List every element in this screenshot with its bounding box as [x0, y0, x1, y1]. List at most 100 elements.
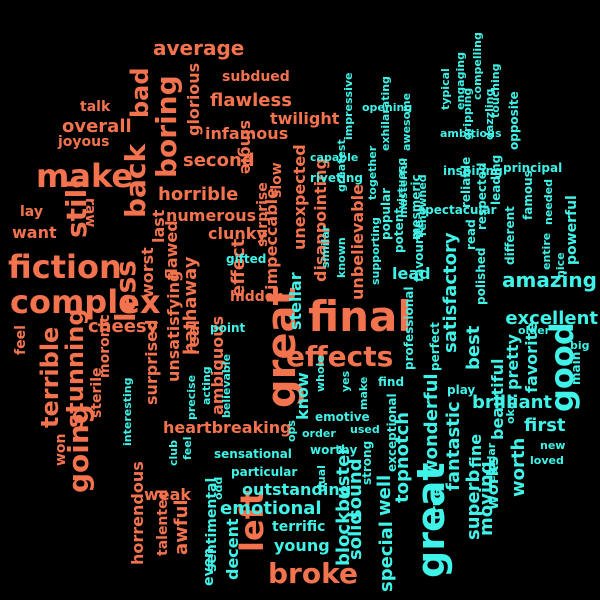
word-raw: raw [82, 198, 98, 228]
word-horrible: horrible [158, 184, 239, 205]
word-entire: entire [540, 232, 553, 270]
word-particular: particular [231, 465, 298, 479]
word-gifted: gifted [226, 252, 267, 266]
word-weak: weak [144, 485, 192, 504]
word-lead: lead [392, 264, 431, 283]
word-last: last [149, 209, 168, 243]
word-heartbreaking: heartbreaking [163, 418, 292, 437]
word-flawless: flawless [210, 90, 292, 111]
word-fiction: fiction [8, 248, 122, 286]
word-regular: regular [485, 442, 498, 488]
word-believable: believable [220, 353, 233, 418]
word-surprise: surprise [255, 182, 271, 247]
word-pretty: pretty [503, 334, 522, 390]
word-back: back [119, 143, 152, 218]
word-used: used [350, 423, 380, 436]
word-know: know [293, 372, 312, 420]
word-club: club [167, 440, 180, 466]
word-big: big [570, 339, 590, 352]
word-yes: yes [339, 370, 352, 392]
word-broke: broke [268, 557, 358, 590]
word-order: order [302, 427, 336, 440]
word-numerous: numerous [166, 206, 257, 225]
word-needed: needed [542, 179, 555, 225]
word-inspiring: inspiring [443, 164, 503, 178]
word-new: new [540, 439, 566, 452]
word-young: young [274, 536, 330, 555]
word-ambitious: ambitious [440, 127, 502, 140]
word-complex: complex [10, 283, 161, 321]
word-find: find [378, 375, 405, 389]
word-single: single [237, 120, 256, 175]
word-together: together [366, 145, 379, 200]
word-sterile: sterile [89, 367, 105, 418]
word-excellent: excellent [505, 308, 598, 329]
word-precise: precise [185, 374, 198, 420]
word-best: best [463, 325, 484, 370]
word-touching: touching [489, 63, 502, 118]
word-exhilarating: exhilarating [379, 76, 392, 151]
word-outstanding: outstanding [242, 480, 352, 499]
word-reliable: reliable [459, 156, 473, 208]
word-want: want [12, 223, 57, 242]
word-first: first [524, 415, 566, 436]
word-spectacular: spectacular [418, 203, 497, 217]
word-wonderful: wonderful [421, 373, 442, 476]
word-fantastic: fantastic [443, 401, 464, 491]
word-make: make [357, 376, 370, 410]
word-terrific: terrific [272, 519, 326, 535]
word-decent: decent [223, 518, 242, 580]
word-professional: professional [402, 286, 416, 370]
word-terrible: terrible [36, 326, 64, 428]
word-polished: polished [474, 247, 488, 305]
word-real: real [184, 319, 203, 355]
word-perfect: perfect [428, 322, 442, 371]
word-okay: okay [504, 394, 517, 424]
word-leading: leading [489, 154, 503, 205]
word-point: point [210, 321, 246, 335]
word-emotional: emotional [220, 498, 322, 519]
word-true: true [429, 486, 445, 520]
word-feel: feel [181, 436, 194, 460]
word-less: less [109, 260, 142, 322]
word-second: second [183, 150, 255, 171]
word-glorious: glorious [184, 62, 203, 136]
word-engaging: engaging [454, 52, 467, 110]
word-principal: principal [503, 161, 563, 175]
word-superb: superb [463, 469, 484, 540]
word-boring: boring [150, 75, 183, 178]
word-typical: typical [439, 68, 452, 110]
word-special: special [376, 521, 397, 592]
word-horrendous: horrendous [128, 461, 147, 565]
word-impressive: impressive [342, 72, 355, 141]
word-emotive: emotive [315, 410, 370, 424]
word-main: main [569, 351, 583, 385]
word-brilliant: brilliant [472, 392, 553, 413]
word-lay: lay [20, 204, 43, 220]
word-powerful: powerful [564, 195, 580, 265]
word-famous: famous [521, 170, 535, 220]
word-overall: overall [62, 116, 132, 137]
word-older: older [518, 324, 551, 337]
word-play: play [447, 383, 476, 397]
word-feel: feel [13, 325, 29, 355]
word-exceptional: exceptional [385, 393, 399, 472]
word-infamous: infamous [205, 124, 289, 143]
word-loved: loved [530, 454, 564, 467]
word-cheesy: cheesy [88, 316, 159, 337]
word-average: average [153, 36, 245, 60]
word-strong: strong [360, 440, 374, 485]
word-unsatisfying: unsatisfying [164, 270, 183, 382]
word-capable: capable [310, 151, 359, 164]
word-similar: similar [319, 225, 332, 268]
word-satisfactory: satisfactory [440, 232, 461, 353]
word-riveting: riveting [310, 171, 363, 185]
word-slow: slow [269, 162, 285, 198]
word-masterful: masterful [397, 158, 410, 218]
word-awesome: awesome [400, 92, 413, 151]
word-subdued: subdued [222, 69, 290, 85]
word-known: known [335, 237, 348, 278]
word-hidden: hidden [230, 289, 285, 305]
word-odd: odd [212, 476, 225, 500]
